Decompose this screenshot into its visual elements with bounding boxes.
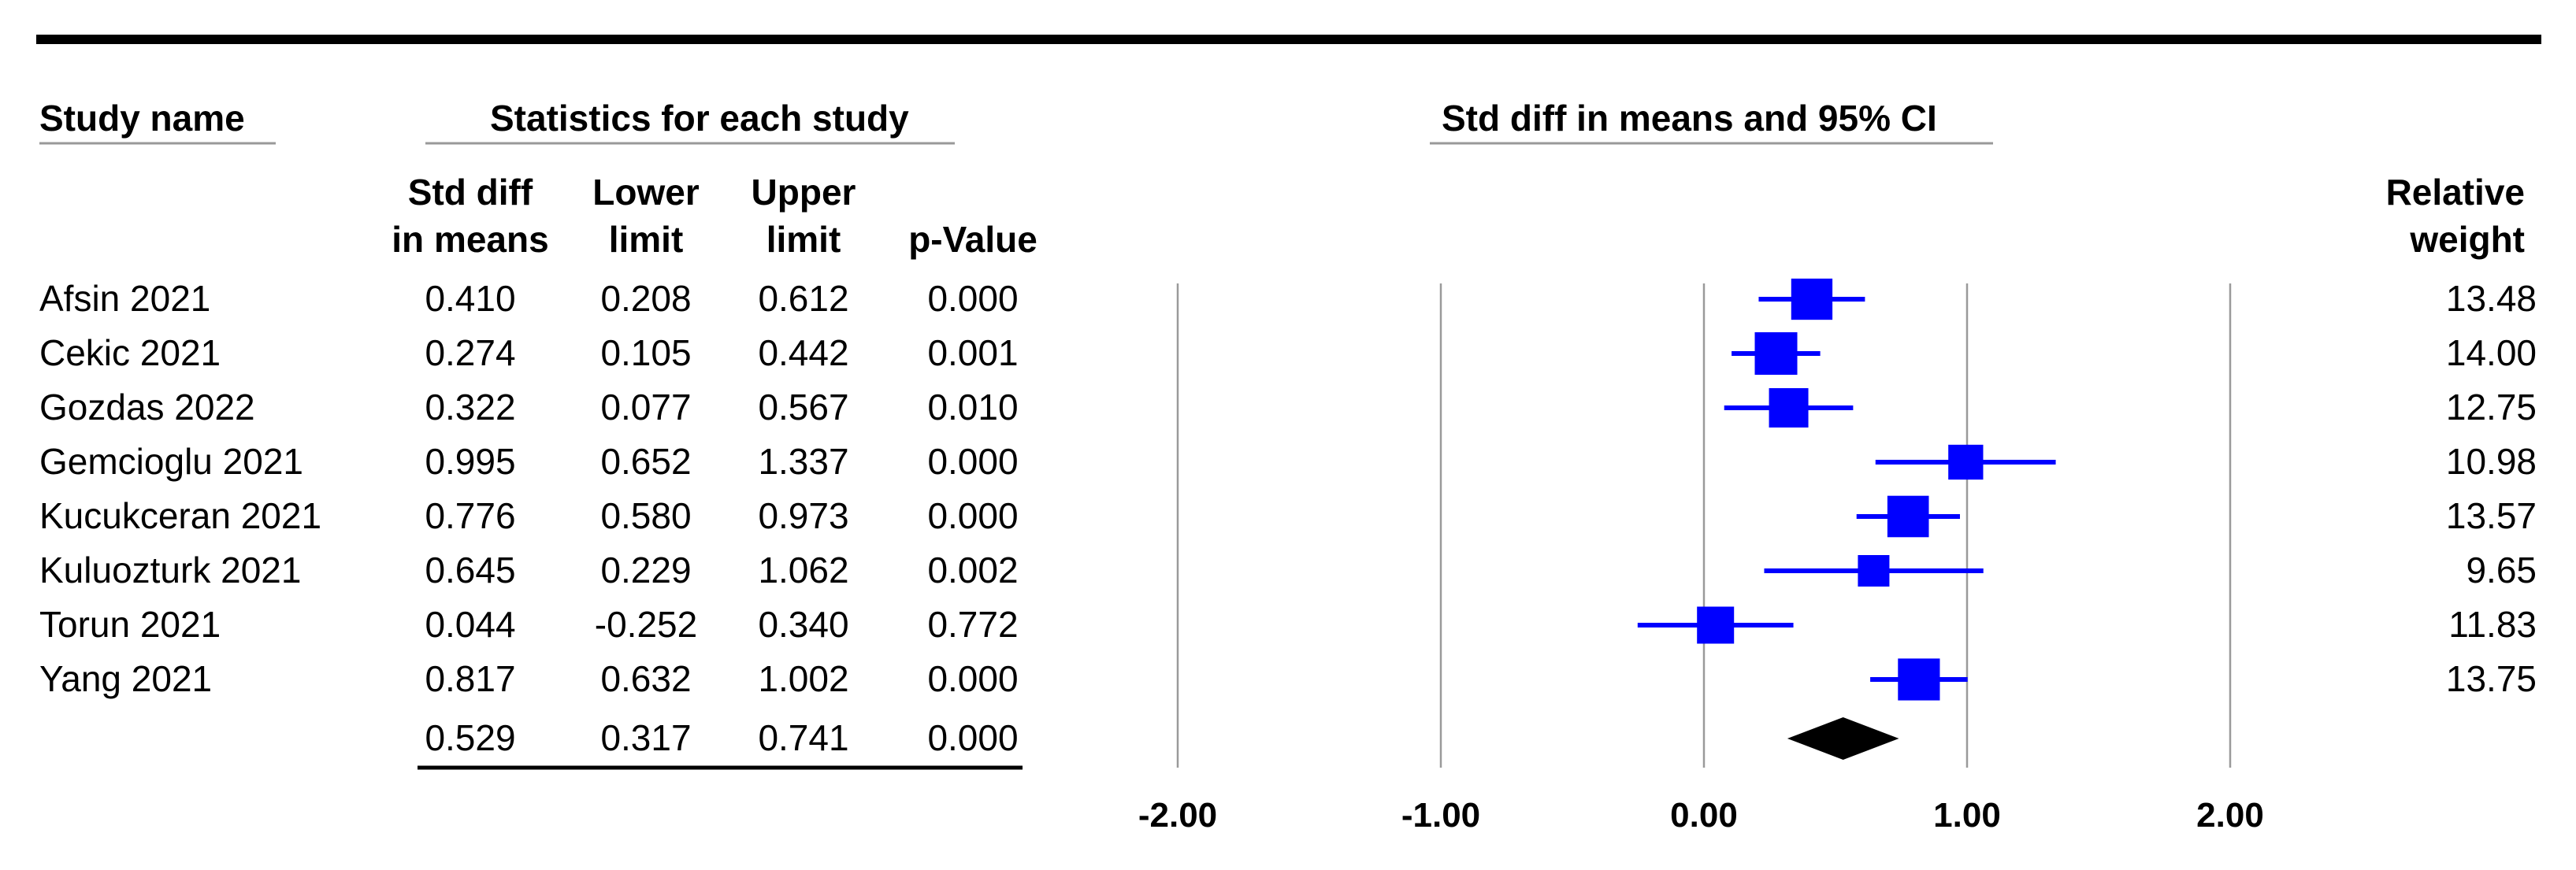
x-tick-label: -2.00 <box>1138 796 1217 835</box>
effect-size-marker <box>1754 332 1798 375</box>
header-plot-group: Std diff in means and 95% CI <box>1442 98 1937 139</box>
std-diff-value: 0.410 <box>425 278 515 319</box>
study-row: Kucukceran 2021 0.776 0.580 0.973 0.000 13.57 <box>39 495 2537 536</box>
grid-lines <box>1176 283 2232 768</box>
study-row: Cekic 2021 0.274 0.105 0.442 0.001 14.00 <box>39 332 2537 373</box>
lower-limit-value: 0.077 <box>600 387 691 428</box>
study-row: Torun 2021 0.044 -0.252 0.340 0.772 11.83 <box>39 604 2537 645</box>
pooled-upper: 0.741 <box>758 717 848 758</box>
std-diff-value: 0.044 <box>425 604 515 645</box>
p-value: 0.002 <box>927 550 1018 590</box>
p-value: 0.000 <box>927 658 1018 699</box>
study-name: Cekic 2021 <box>39 332 221 373</box>
lower-limit-value: 0.652 <box>600 441 691 482</box>
col-header-upper-1: Upper <box>752 172 856 213</box>
p-value: 0.001 <box>927 332 1018 373</box>
pooled-std-diff: 0.529 <box>425 717 515 758</box>
effect-size-marker <box>1948 444 1984 480</box>
upper-limit-value: 0.612 <box>758 278 848 319</box>
col-header-std-diff-1: Std diff <box>408 172 533 213</box>
study-name: Kucukceran 2021 <box>39 495 321 536</box>
relative-weight-value: 12.75 <box>2446 387 2537 428</box>
effect-size-marker <box>1697 606 1735 644</box>
study-row: Gozdas 2022 0.322 0.077 0.567 0.010 12.75 <box>39 387 2537 428</box>
std-diff-value: 0.274 <box>425 332 515 373</box>
effect-size-marker <box>1887 495 1929 538</box>
study-name: Kuluozturk 2021 <box>39 550 301 590</box>
effect-size-marker <box>1791 278 1833 320</box>
p-value: 0.010 <box>927 387 1018 428</box>
upper-limit-value: 0.567 <box>758 387 848 428</box>
x-tick-label: 2.00 <box>2196 796 2264 835</box>
effect-size-marker <box>1898 658 1940 701</box>
study-name: Gozdas 2022 <box>39 387 255 428</box>
study-name: Afsin 2021 <box>39 278 210 319</box>
upper-limit-value: 1.337 <box>758 441 848 482</box>
upper-limit-value: 1.002 <box>758 658 848 699</box>
effect-size-marker <box>1858 555 1890 587</box>
upper-limit-value: 1.062 <box>758 550 848 590</box>
pooled-p-value: 0.000 <box>927 717 1018 758</box>
pooled-row: 0.529 0.317 0.741 0.000 <box>418 717 1899 770</box>
study-name: Torun 2021 <box>39 604 221 645</box>
plot-marks <box>1637 278 2056 701</box>
lower-limit-value: 0.229 <box>600 550 691 590</box>
std-diff-value: 0.776 <box>425 495 515 536</box>
header-statistics-group: Statistics for each study <box>490 98 909 139</box>
upper-limit-value: 0.973 <box>758 495 848 536</box>
std-diff-value: 0.995 <box>425 441 515 482</box>
col-header-weight-2: weight <box>2409 219 2525 260</box>
x-tick-label: 1.00 <box>1933 796 2001 835</box>
study-row: Yang 2021 0.817 0.632 1.002 0.000 13.75 <box>39 658 2537 699</box>
study-name: Yang 2021 <box>39 658 212 699</box>
col-header-weight-1: Relative <box>2386 172 2525 213</box>
p-value: 0.772 <box>927 604 1018 645</box>
lower-limit-value: 0.208 <box>600 278 691 319</box>
lower-limit-value: -0.252 <box>595 604 697 645</box>
x-tick-label: -1.00 <box>1401 796 1480 835</box>
header-study-name: Study name <box>39 98 245 139</box>
col-header-std-diff-2: in means <box>392 219 548 260</box>
std-diff-value: 0.322 <box>425 387 515 428</box>
col-header-lower-2: limit <box>609 219 684 260</box>
col-header-p-value: p-Value <box>908 219 1037 260</box>
study-name: Gemcioglu 2021 <box>39 441 303 482</box>
p-value: 0.000 <box>927 441 1018 482</box>
x-tick-label: 0.00 <box>1670 796 1738 835</box>
relative-weight-value: 13.75 <box>2446 658 2537 699</box>
upper-limit-value: 0.340 <box>758 604 848 645</box>
lower-limit-value: 0.580 <box>600 495 691 536</box>
study-row: Gemcioglu 2021 0.995 0.652 1.337 0.000 10.98 <box>39 441 2537 482</box>
relative-weight-value: 13.57 <box>2446 495 2537 536</box>
lower-limit-value: 0.105 <box>600 332 691 373</box>
pooled-lower: 0.317 <box>600 717 691 758</box>
relative-weight-value: 9.65 <box>2466 550 2537 590</box>
p-value: 0.000 <box>927 495 1018 536</box>
study-rows: Afsin 2021 0.410 0.208 0.612 0.000 13.48 Cekic… <box>39 278 2537 699</box>
col-header-upper-2: limit <box>766 219 841 260</box>
study-row: Afsin 2021 0.410 0.208 0.612 0.000 13.48 <box>39 278 2537 319</box>
relative-weight-value: 11.83 <box>2448 604 2537 645</box>
study-row: Kuluozturk 2021 0.645 0.229 1.062 0.002 9.65 <box>39 550 2537 590</box>
pooled-diamond <box>1787 717 1899 760</box>
relative-weight-value: 10.98 <box>2446 441 2537 482</box>
std-diff-value: 0.817 <box>425 658 515 699</box>
x-axis-ticks: -2.00 -1.00 0.00 1.00 2.00 <box>1138 796 2264 835</box>
std-diff-value: 0.645 <box>425 550 515 590</box>
relative-weight-value: 13.48 <box>2446 278 2537 319</box>
col-header-lower-1: Lower <box>592 172 700 213</box>
p-value: 0.000 <box>927 278 1018 319</box>
upper-limit-value: 0.442 <box>758 332 848 373</box>
effect-size-marker <box>1769 388 1809 428</box>
relative-weight-value: 14.00 <box>2446 332 2537 373</box>
lower-limit-value: 0.632 <box>600 658 691 699</box>
top-rule <box>36 35 2541 44</box>
